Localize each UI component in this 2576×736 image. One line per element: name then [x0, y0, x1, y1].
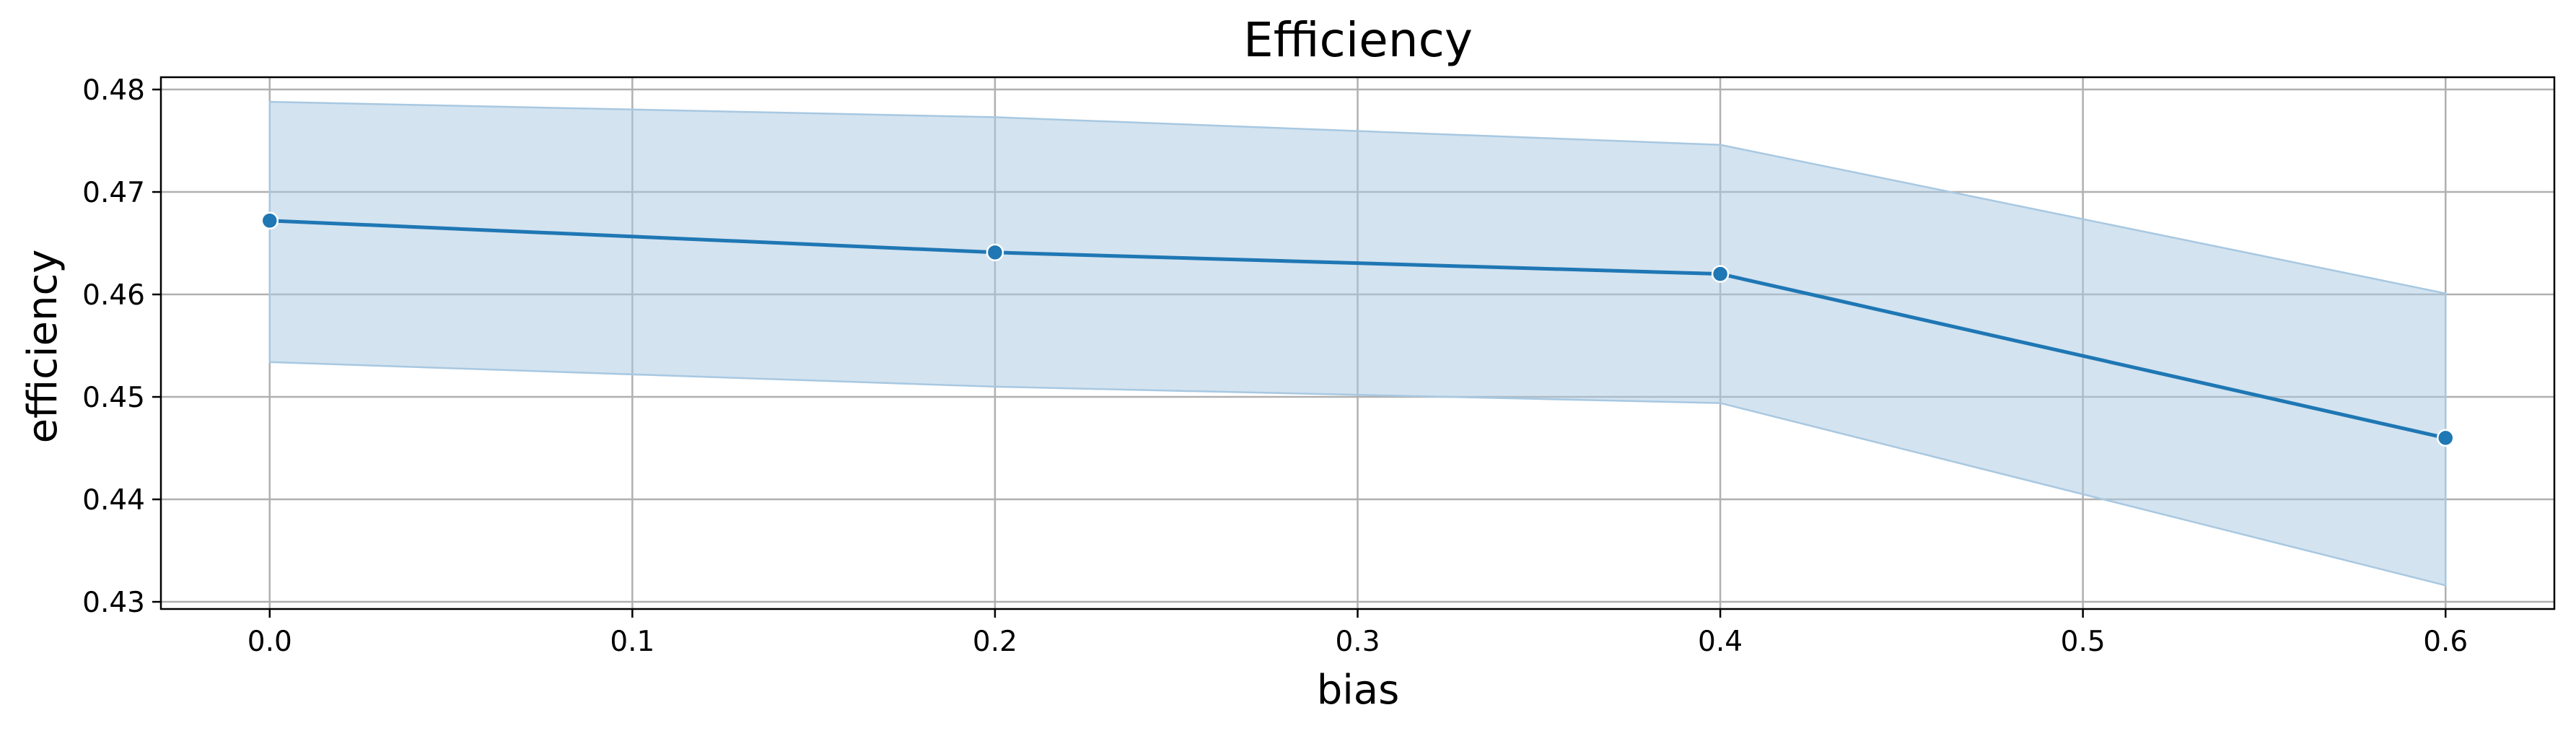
x-tick-label: 0.4: [1698, 626, 1743, 658]
y-axis-label: efficiency: [19, 250, 66, 444]
y-tick-label: 0.45: [82, 382, 145, 414]
x-tick-label: 0.3: [1335, 626, 1380, 658]
x-tick-label: 0.0: [247, 626, 292, 658]
y-tick-label: 0.47: [82, 177, 145, 209]
series-line: [269, 219, 2446, 440]
confidence-band-layer: [268, 100, 2447, 587]
y-tick-label: 0.43: [82, 587, 145, 619]
y-tick-label: 0.46: [82, 279, 145, 312]
x-tick-label: 0.2: [973, 626, 1017, 658]
confidence-band: [268, 100, 2447, 587]
x-tick-label: 0.1: [610, 626, 654, 658]
tick-layer: 0.0 0.1 0.2 0.3 0.4 0.5 0.6 0.43 0.44 0.45 0.46 0.4…: [82, 74, 2468, 658]
data-point: [260, 211, 279, 230]
x-tick-label: 0.6: [2423, 626, 2468, 658]
y-tick-label: 0.48: [82, 74, 145, 107]
x-axis-label: bias: [1317, 667, 1400, 714]
series-line-layer: [269, 219, 2446, 440]
data-point: [2436, 429, 2455, 447]
y-tick-label: 0.44: [82, 484, 145, 517]
x-tick-label: 0.5: [2061, 626, 2106, 658]
chart-title: Efficiency: [1243, 12, 1473, 68]
marker-layer: [260, 211, 2455, 447]
data-point: [986, 243, 1004, 262]
data-point: [1711, 265, 1730, 283]
